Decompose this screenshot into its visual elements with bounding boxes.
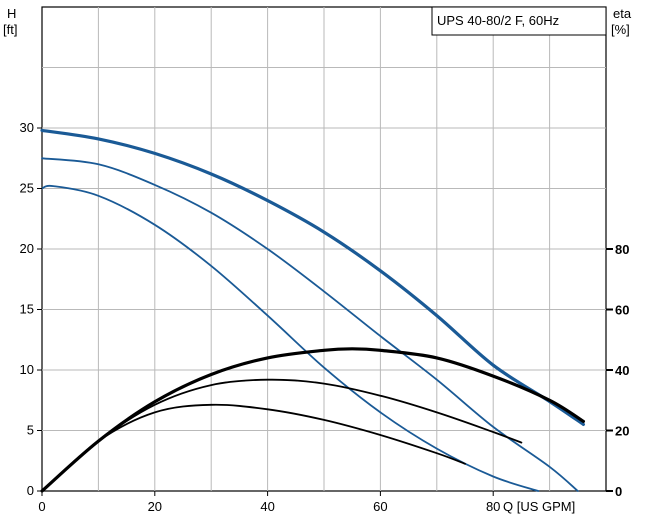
y-left-tick-label: 15 <box>20 302 34 317</box>
efficiency-curve-3 <box>40 347 585 493</box>
x-tick-label: 60 <box>373 499 387 514</box>
head-curve-2 <box>41 184 540 492</box>
y-right-label-line1: eta <box>613 6 632 21</box>
y-left-tick-label: 20 <box>20 241 34 256</box>
efficiency-curve-5 <box>41 403 466 492</box>
y-right-tick-label: 80 <box>615 242 629 257</box>
y-left-tick-label: 25 <box>20 181 34 196</box>
y-right-label-line2: [%] <box>611 22 630 37</box>
x-tick-label: 80 <box>486 499 500 514</box>
curves <box>40 128 585 493</box>
y-left-tick-label: 30 <box>20 120 34 135</box>
y-left-label-line1: H <box>7 6 16 21</box>
title-box <box>431 6 607 36</box>
head-curve-0 <box>40 128 585 426</box>
x-tick-label: 0 <box>38 499 45 514</box>
x-axis-label: Q [US GPM] <box>503 499 575 514</box>
y-left-tick-label: 10 <box>20 362 34 377</box>
y-left-tick-label: 0 <box>27 483 34 498</box>
y-right-tick-label: 20 <box>615 424 629 439</box>
y-left-tick-label: 5 <box>27 423 34 438</box>
frame <box>37 127 613 496</box>
x-tick-label: 20 <box>148 499 162 514</box>
chart-title: UPS 40-80/2 F, 60Hz <box>437 13 559 28</box>
grid-lines <box>42 7 606 491</box>
y-left-label-line2: [ft] <box>3 22 17 37</box>
efficiency-curve-4 <box>41 378 523 492</box>
x-tick-label: 40 <box>260 499 274 514</box>
tick-labels: 0 20 40 60 80 0 5 10 15 20 25 30 0 20 40 60 80 <box>20 120 630 514</box>
y-right-tick-label: 40 <box>615 363 629 378</box>
y-right-tick-label: 0 <box>615 484 622 499</box>
y-right-tick-label: 60 <box>615 303 629 318</box>
